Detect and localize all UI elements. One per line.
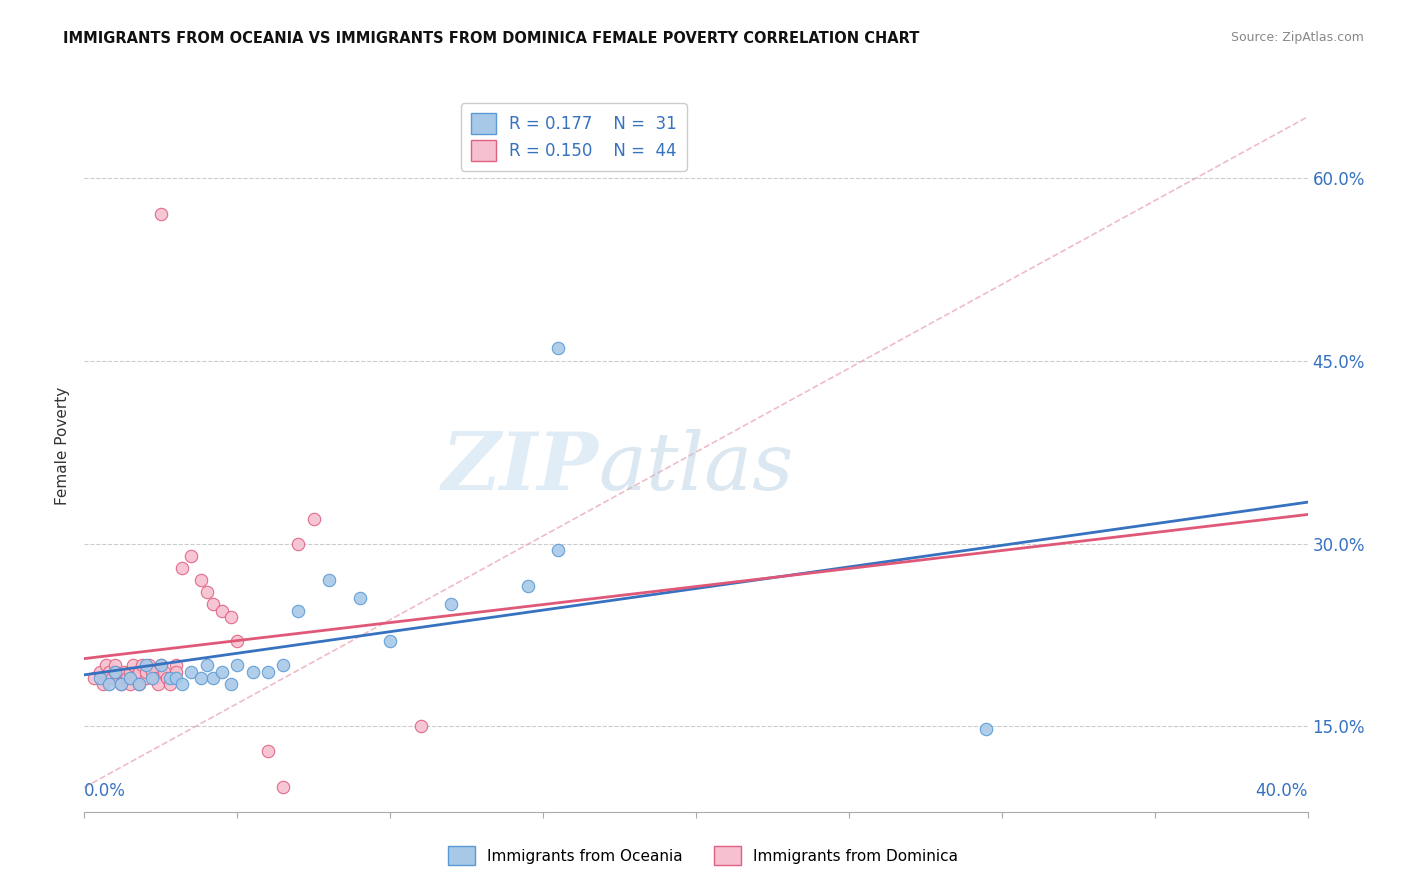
Point <box>159 676 181 690</box>
Point <box>156 671 179 685</box>
Point <box>115 671 138 685</box>
Point <box>91 676 114 690</box>
Point <box>318 573 340 587</box>
Point <box>172 676 194 690</box>
Point <box>122 658 145 673</box>
Point <box>516 579 538 593</box>
Point <box>131 658 153 673</box>
Legend: R = 0.177    N =  31, R = 0.150    N =  44: R = 0.177 N = 31, R = 0.150 N = 44 <box>461 103 686 170</box>
Point <box>135 671 157 685</box>
Point <box>287 603 309 617</box>
Point <box>242 665 264 679</box>
Point <box>165 658 187 673</box>
Point <box>143 671 166 685</box>
Point <box>409 719 432 733</box>
Text: IMMIGRANTS FROM OCEANIA VS IMMIGRANTS FROM DOMINICA FEMALE POVERTY CORRELATION C: IMMIGRANTS FROM OCEANIA VS IMMIGRANTS FR… <box>63 31 920 46</box>
Text: 0.0%: 0.0% <box>84 782 127 800</box>
Point <box>104 658 127 673</box>
Point <box>226 634 249 648</box>
Point <box>547 542 569 557</box>
Point <box>89 665 111 679</box>
Point <box>172 561 194 575</box>
Point <box>271 658 294 673</box>
Point <box>219 676 242 690</box>
Point <box>211 603 233 617</box>
Text: atlas: atlas <box>598 429 793 507</box>
Point <box>141 671 163 685</box>
Point <box>146 676 169 690</box>
Point <box>257 744 280 758</box>
Point <box>125 671 148 685</box>
Point <box>104 665 127 679</box>
Point <box>201 598 224 612</box>
Point <box>120 671 142 685</box>
Point <box>180 549 202 563</box>
Point <box>195 585 218 599</box>
Y-axis label: Female Poverty: Female Poverty <box>55 387 70 505</box>
Point <box>976 722 998 736</box>
Point <box>128 676 150 690</box>
Point <box>120 665 142 679</box>
Point <box>89 671 111 685</box>
Point <box>195 658 218 673</box>
Point <box>141 665 163 679</box>
Point <box>153 665 176 679</box>
Point <box>180 665 202 679</box>
Point <box>201 671 224 685</box>
Point <box>380 634 402 648</box>
Point <box>302 512 325 526</box>
Point <box>110 676 132 690</box>
Point <box>159 671 181 685</box>
Point <box>104 665 127 679</box>
Point <box>83 671 105 685</box>
Point <box>101 671 124 685</box>
Point <box>219 609 242 624</box>
Point <box>149 207 172 221</box>
Text: Source: ZipAtlas.com: Source: ZipAtlas.com <box>1230 31 1364 45</box>
Point <box>135 658 157 673</box>
Point <box>440 598 463 612</box>
Point <box>94 658 117 673</box>
Point <box>349 591 371 606</box>
Point <box>138 658 160 673</box>
Text: 40.0%: 40.0% <box>1256 782 1308 800</box>
Legend: Immigrants from Oceania, Immigrants from Dominica: Immigrants from Oceania, Immigrants from… <box>441 840 965 871</box>
Point <box>97 676 120 690</box>
Point <box>149 658 172 673</box>
Point <box>547 342 569 356</box>
Point <box>97 665 120 679</box>
Point <box>120 676 142 690</box>
Point <box>271 780 294 795</box>
Point <box>128 665 150 679</box>
Point <box>135 665 157 679</box>
Point <box>190 671 212 685</box>
Point <box>287 536 309 550</box>
Point <box>211 665 233 679</box>
Point <box>165 665 187 679</box>
Point <box>165 671 187 685</box>
Point <box>128 676 150 690</box>
Point <box>110 676 132 690</box>
Point <box>149 658 172 673</box>
Point <box>190 573 212 587</box>
Point <box>226 658 249 673</box>
Text: ZIP: ZIP <box>441 429 598 507</box>
Point <box>112 665 135 679</box>
Point <box>257 665 280 679</box>
